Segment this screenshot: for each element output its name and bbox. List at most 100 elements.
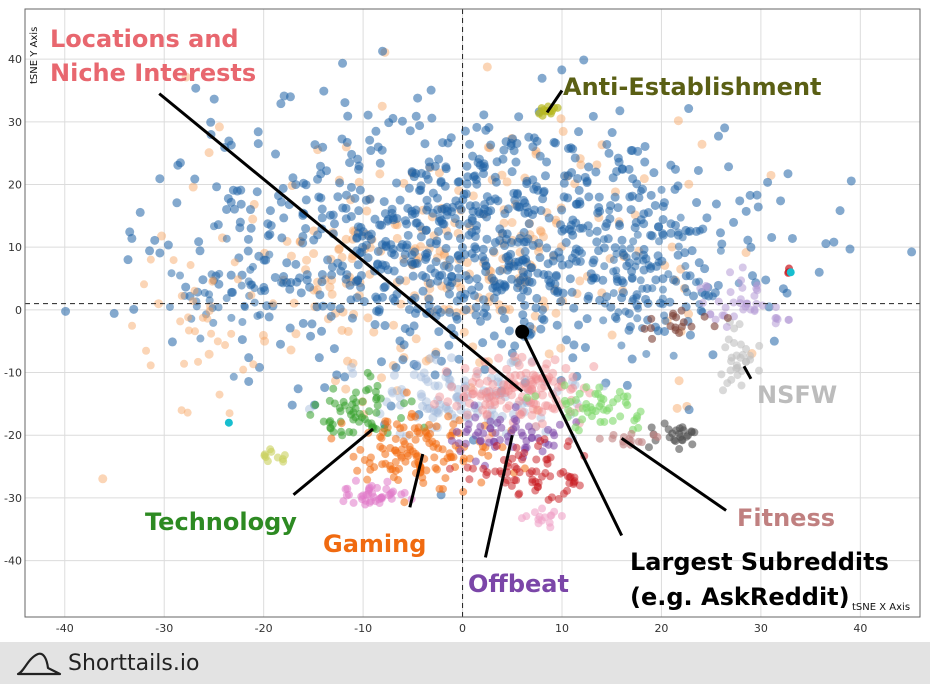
scatter-point-blue: [509, 146, 519, 156]
scatter-point-lightgreen: [575, 389, 584, 398]
scatter-point-blue: [613, 153, 623, 163]
scatter-point-pink: [478, 405, 488, 415]
scatter-point-orange: [466, 383, 476, 393]
scatter-point-lightgreen: [623, 392, 632, 401]
scatter-point-lightblue: [536, 413, 546, 423]
scatter-point-blue: [462, 161, 472, 171]
scatter-point-red: [564, 437, 573, 446]
scatter-point-blue: [431, 239, 441, 249]
scatter-point-blue: [176, 271, 185, 280]
scatter-point-red: [528, 475, 537, 484]
label-nsfw: NSFW: [757, 381, 837, 409]
scatter-point-blue: [729, 217, 739, 227]
scatter-point-purple: [549, 441, 558, 450]
scatter-point-brown: [687, 322, 696, 331]
scatter-point-blue: [263, 231, 273, 241]
scatter-point-lightblue: [409, 370, 419, 380]
scatter-point-blue: [353, 275, 363, 285]
scatter-point-lightblue: [429, 406, 439, 416]
scatter-point-lightblue: [452, 393, 462, 403]
scatter-point-blue: [395, 195, 405, 205]
scatter-point-pink: [542, 359, 552, 369]
scatter-point-lightblue: [421, 397, 431, 407]
scatter-point-blue: [715, 228, 725, 238]
scatter-point-blue: [618, 278, 628, 288]
scatter-point-lightblue: [453, 384, 463, 394]
scatter-point-orange: [379, 428, 388, 437]
scatter-point-blue: [500, 241, 510, 251]
scatter-point-blue: [264, 312, 274, 322]
scatter-point-lightblue: [570, 380, 580, 390]
scatter-point-blue: [470, 253, 480, 263]
scatter-point-blue: [708, 292, 717, 301]
scatter-point-lightblue: [387, 386, 397, 396]
scatter-point-lightgreen: [587, 412, 596, 421]
scatter-point-orange: [475, 357, 485, 367]
scatter-point-orange: [362, 206, 372, 216]
scatter-point-darkgray: [678, 423, 687, 432]
scatter-point-blue: [553, 288, 563, 298]
scatter-point-orange: [558, 126, 568, 136]
scatter-point-blue: [190, 174, 200, 184]
scatter-point-blue: [306, 331, 316, 341]
scatter-point-blue: [363, 253, 373, 263]
scatter-point-orange: [176, 317, 185, 326]
scatter-point-lightblue: [454, 395, 464, 405]
scatter-point-brown: [648, 334, 657, 343]
scatter-point-red: [569, 478, 578, 487]
scatter-point-blue: [282, 258, 292, 268]
scatter-point-orange: [213, 337, 222, 346]
scatter-point-lightblue: [464, 413, 474, 423]
scatter-point-blue: [563, 193, 573, 203]
scatter-point-blue: [407, 250, 417, 260]
scatter-point-lavender: [729, 312, 738, 321]
scatter-point-blue: [561, 238, 571, 248]
scatter-point-blue: [129, 304, 139, 314]
scatter-point-green: [345, 428, 354, 437]
scatter-point-blue: [416, 181, 426, 191]
scatter-point-blue: [416, 232, 426, 242]
scatter-point-blue: [536, 324, 546, 334]
scatter-point-blue: [388, 113, 398, 123]
scatter-point-lavender: [737, 276, 746, 285]
scatter-point-orange: [343, 326, 353, 336]
scatter-point-orange: [289, 298, 299, 308]
scatter-point-blue: [472, 274, 482, 284]
scatter-point-pink: [435, 392, 445, 402]
scatter-point-blue: [702, 213, 712, 223]
scatter-point-blue: [641, 294, 651, 304]
scatter-point-red: [543, 455, 552, 464]
scatter-point-blue: [653, 251, 663, 261]
scatter-point-lightblue: [416, 372, 426, 382]
scatter-point-blue: [417, 168, 427, 178]
scatter-point-red: [538, 472, 547, 481]
scatter-point-orange: [194, 357, 203, 366]
scatter-point-blue: [145, 246, 155, 256]
scatter-point-lightgreen: [595, 383, 604, 392]
scatter-point-orange: [184, 326, 193, 335]
scatter-point-blue: [636, 276, 645, 285]
scatter-point-blue: [691, 278, 700, 287]
scatter-point-blue: [629, 237, 638, 246]
scatter-point-blue: [481, 125, 491, 135]
scatter-point-green: [336, 407, 345, 416]
scatter-point-blue: [678, 233, 687, 242]
scatter-point-blue: [123, 255, 133, 265]
scatter-point-lightblue: [435, 399, 445, 409]
scatter-point-blue: [371, 126, 381, 136]
scatter-point-magenta: [373, 483, 382, 492]
scatter-point-blue: [526, 263, 536, 273]
scatter-point-blue: [555, 253, 565, 263]
scatter-point-blue: [350, 193, 360, 203]
scatter-point-blue: [254, 251, 264, 261]
scatter-point-brown: [675, 329, 684, 338]
scatter-point-brown: [666, 322, 675, 331]
scatter-point-blue: [651, 275, 661, 285]
scatter-point-blue: [392, 178, 402, 188]
scatter-point-blue: [437, 270, 447, 280]
scatter-point-blue: [474, 154, 484, 164]
scatter-point-blue: [471, 310, 481, 320]
points-layer: [61, 46, 917, 532]
scatter-point-darkgray: [660, 419, 669, 428]
scatter-point-blue: [761, 275, 771, 285]
